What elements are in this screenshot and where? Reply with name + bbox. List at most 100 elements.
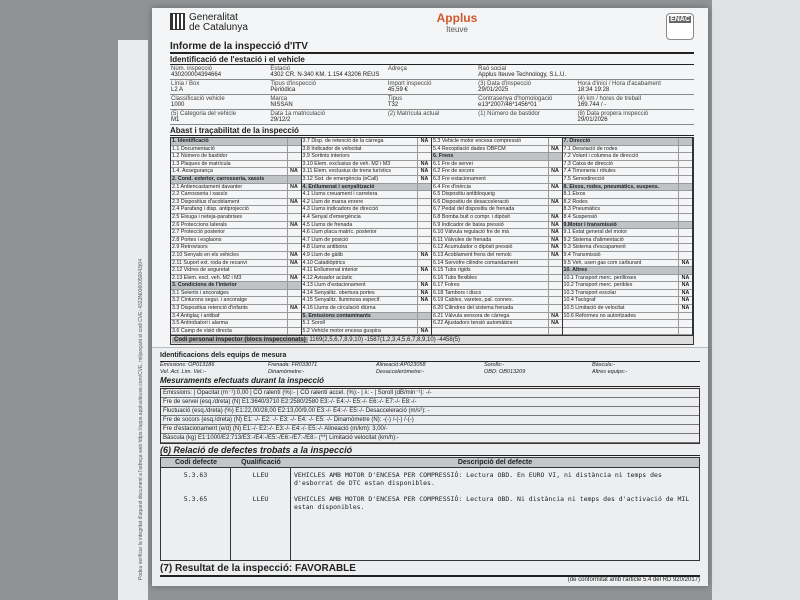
trace-item-label: 6.12 Acumulador o dipòsit pressió	[433, 244, 513, 251]
trace-item-mark	[286, 229, 301, 236]
defects-table: Codi defecte Qualificació Descripció del d…	[160, 457, 700, 562]
ident-title: Identificació de l'estació i el vehicle	[170, 55, 694, 65]
ident-field-value: e13*2007/46*1456*01	[478, 102, 537, 108]
trace-item-mark	[417, 236, 431, 244]
ident-field: Marca NISSAN	[269, 95, 387, 110]
trace-item-mark: NA	[547, 320, 562, 327]
trace-item-label: 7.2 Volant i columna de direcció	[563, 153, 639, 160]
trace-item-label: 2. Cond. exterior, carrosseria, xassís	[172, 175, 265, 182]
ident-field: (2) Matrícula actual	[386, 110, 478, 125]
ident-field: Raó social Applus Iteuve Technology, S.L.…	[477, 65, 577, 80]
trace-item: 4.1 Llums creuament i carretera	[301, 191, 431, 199]
ident-field-label: Adreça	[387, 66, 407, 72]
trace-item-label: 7.3 Caixa de direcció	[563, 160, 613, 167]
trace-item: 6.20 Cilindres del sistema frenada	[432, 305, 562, 313]
ident-field-value: NISSAN	[270, 102, 293, 108]
trace-item: 6.4 Fre d'inèrcia NA	[432, 183, 562, 192]
trace-item-mark	[678, 198, 692, 206]
trace-item-label	[563, 320, 679, 327]
trace-section-header: 5. Emissions contaminants	[301, 312, 431, 321]
trace-item: 10.3 Transport escolar NA	[562, 289, 692, 298]
trace-item-label: 6.11 Vàlvules de frenada	[433, 236, 492, 243]
trace-item: 2.4 Parafang i disp. antiprojecció	[171, 206, 301, 214]
trace-item: 6.21 Vàlvula sensora de càrrega NA	[432, 312, 562, 321]
ident-field: (5) Categoria del vehicle M1	[170, 110, 270, 125]
defect-code: 5.3.63	[183, 471, 208, 480]
trace-item-mark	[417, 206, 431, 213]
ident-field-label: Estació	[270, 66, 291, 72]
trace-item-mark	[417, 229, 431, 236]
background-paper	[712, 0, 800, 600]
measurement-row: Bàscula (kg) E1:1000/E2:713/E3:-/E4:-/E5…	[161, 434, 699, 444]
trace-item: 3.4 Antiglaç i antibaf	[171, 312, 301, 321]
trace-item-label: 2.7 Protecció posterior	[172, 229, 225, 236]
trace-item: 1.3 Plaques de matrícula	[171, 160, 301, 169]
generalitat-emblem-icon	[170, 13, 185, 30]
ident-field-value: T32	[387, 102, 399, 108]
trace-item-mark	[417, 259, 431, 267]
trace-item-label: 3.12 Sist. de emergència (eCall)	[302, 175, 379, 182]
trace-item: 3.3 Dispositius retenció d'infants NA	[171, 305, 301, 313]
trace-item-label: 9.5 Veh. usen gas com carburant	[563, 259, 642, 266]
defects-body: 5.3.63 5.3.65 LLEU LLEU VEHICLES AMB MOTOR D…	[161, 468, 699, 561]
ident-field-label: Data 1a matriculació	[270, 111, 326, 117]
trace-item-label: 6.15 Tubs rígids	[433, 267, 471, 274]
trace-item-label: 4.3 Llums indicadors de direcció	[302, 206, 379, 213]
ident-field: Núm. inspecció 430200004394664	[170, 65, 270, 80]
trace-item-label: 6.18 Tambors i discs	[433, 289, 482, 296]
trace-item-label: 4.5 Llums de frenada	[302, 221, 353, 228]
trace-item-label: 2.9 Retrovisors	[172, 244, 208, 251]
ident-field-label: Classificació vehicle	[171, 96, 225, 102]
trace-item-label: 6.19 Cables, varetes, pal. connex.	[433, 297, 514, 304]
trace-item: 6.7 Pedal del dispositiu de frenada	[432, 206, 562, 214]
equip-item: Frenada: FR033071	[268, 362, 318, 369]
ident-field-label: (4) km / hores de treball	[577, 96, 641, 102]
trace-item: 8.1 Eixos	[562, 191, 692, 199]
trace-item-mark: NA	[547, 221, 562, 229]
ident-field-value: 430200004394664	[171, 72, 222, 78]
trace-title: Abast i traçabilitat de la inspecció	[170, 126, 694, 136]
trace-item-mark	[678, 213, 692, 221]
trace-item-label: 4.10 Catadiòptrics	[302, 259, 346, 266]
ident-field-label: (2) Matrícula actual	[387, 111, 440, 117]
trace-item: 2.6 Proteccions laterals NA	[171, 221, 301, 230]
trace-item-mark: NA	[286, 305, 301, 312]
trace-item: 3.2 Cinturons segur. i ancoratge	[171, 297, 301, 306]
trace-item-label: 5.1 Soroll	[302, 320, 325, 327]
trace-item-label: 8.3 Pneumàtics	[563, 206, 601, 213]
trace-item-label: 4.16 Llums de circulació diürna	[302, 305, 376, 312]
trace-item: 2.5 Eixuga i neteja-parabrises	[171, 213, 301, 222]
conformity-note: (de conformitat amb l'article 5.4 del RD…	[567, 577, 700, 584]
trace-item-label: 3.1 Seients i ancoratges	[172, 289, 229, 296]
trace-item: 3.7 Disp. de retenció de la càrrega NA	[301, 138, 431, 146]
trace-item: 8.4 Suspensió	[562, 213, 692, 222]
trace-item-label: 7.1 Desviació de rodes	[563, 145, 618, 152]
trace-item: 1.1 Documentació	[171, 145, 301, 154]
trace-item: 6.18 Tambors i discs	[432, 289, 562, 298]
report-upper-section: Generalitat de Catalunya Applus Iteuve ENA…	[152, 8, 708, 347]
trace-item-mark	[417, 183, 431, 191]
trace-item-mark: NA	[678, 274, 692, 282]
measurement-row: Emissions: | Opacitat (m⁻¹):0,00 | CO ra…	[161, 389, 699, 399]
ident-field: Hora d'inici / Hora d'acabament 18:34 19:…	[576, 80, 694, 95]
trace-item-label: 2.1 Antiencastament davanter	[172, 183, 243, 190]
trace-item-label: 3.10 Elem. exclusius de veh. M2 i M3	[302, 160, 391, 167]
ident-field-label: Marca	[270, 96, 288, 102]
trace-item: 4.15 Senyalitz. lluminosa especif. NA	[301, 297, 431, 306]
equip-item: Vel. Act. Lim. Vel.:-	[160, 368, 207, 375]
trace-item: 9.1 Estat general del motor	[562, 229, 692, 237]
trace-item-label: 5.2 Vehicle motor encesa guspira	[302, 327, 381, 334]
trace-item-mark	[678, 183, 692, 191]
trace-item-mark	[678, 244, 692, 251]
trace-item-mark: NA	[286, 221, 301, 229]
trace-item: 4.16 Llums de circulació diürna	[301, 305, 431, 313]
trace-item-label: 6.22 Ajustadors tensió automàtics	[433, 320, 513, 327]
trace-item-mark: NA	[547, 312, 562, 320]
trace-item-label: 2.13 Elem. excl. veh. M2 i M3	[172, 274, 242, 281]
trace-item-mark	[547, 138, 562, 145]
ident-field-label: (1) Número de bastidor	[478, 111, 540, 117]
trace-item: 2.13 Elem. excl. veh. M2 i M3 NA	[171, 274, 301, 283]
ident-field-label: Tipus	[387, 96, 403, 102]
trace-item: 3.12 Sist. de emergència (eCall) NA	[301, 175, 431, 184]
trace-item: 4.2 Llum de marxa enrere	[301, 198, 431, 207]
